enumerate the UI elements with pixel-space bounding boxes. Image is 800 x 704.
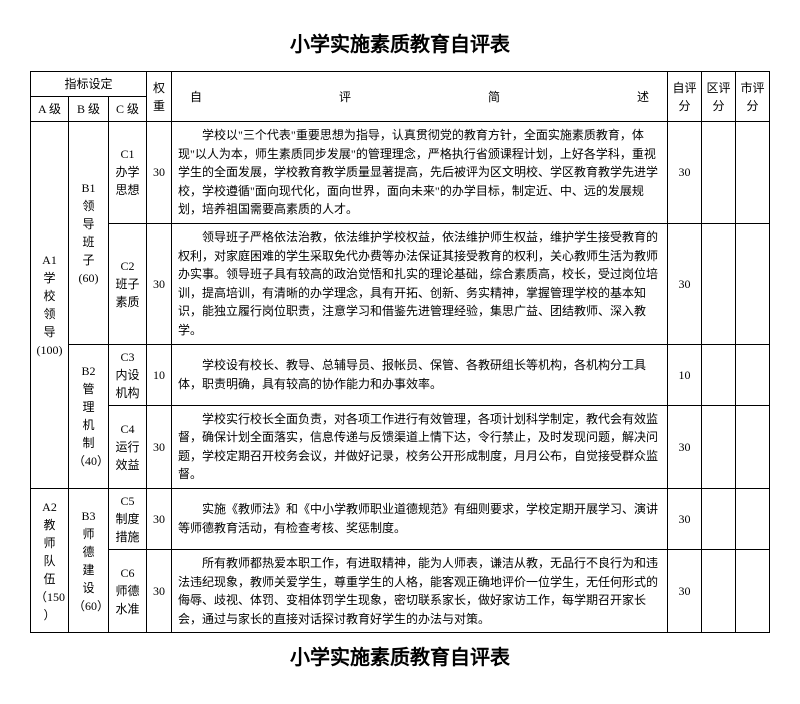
level-b-cell: B1 领 导 班 子 (60) — [69, 122, 109, 345]
level-c-cell: C6 师德 水准 — [109, 549, 147, 632]
self-score-cell: 30 — [668, 405, 702, 488]
level-c-cell: C4 运行 效益 — [109, 405, 147, 488]
header-level-b: B 级 — [69, 97, 109, 122]
city-score-cell — [736, 344, 770, 405]
city-score-cell — [736, 549, 770, 632]
table-row: C2 班子 素质30领导班子严格依法治教，依法维护学校权益，依法维护师生权益，维… — [31, 223, 770, 344]
header-indicator: 指标设定 — [31, 72, 147, 97]
page-title: 小学实施素质教育自评表 — [30, 28, 770, 57]
header-districtscore: 区评分 — [702, 72, 736, 122]
header-level-c: C 级 — [109, 97, 147, 122]
self-score-cell: 30 — [668, 488, 702, 549]
district-score-cell — [702, 223, 736, 344]
table-row: C4 运行 效益30学校实行校长全面负责，对各项工作进行有效管理，各项计划科学制… — [31, 405, 770, 488]
weight-cell: 30 — [147, 223, 172, 344]
evaluation-table: 指标设定 权重 自 评 简 述 自评分 区评分 市评分 A 级 B 级 C 级 … — [30, 71, 770, 633]
header-desc: 自 评 简 述 — [172, 72, 668, 122]
level-c-cell: C1 办学 思想 — [109, 122, 147, 224]
district-score-cell — [702, 488, 736, 549]
city-score-cell — [736, 488, 770, 549]
description-cell: 学校设有校长、教导、总辅导员、报帐员、保管、各教研组长等机构，各机构分工具体，职… — [172, 344, 668, 405]
city-score-cell — [736, 405, 770, 488]
table-row: A2 教 师 队 伍 （150 ）B3 师 德 建 设 （60）C5 制度 措施… — [31, 488, 770, 549]
level-b-cell: B3 师 德 建 设 （60） — [69, 488, 109, 632]
city-score-cell — [736, 223, 770, 344]
weight-cell: 30 — [147, 122, 172, 224]
header-level-a: A 级 — [31, 97, 69, 122]
description-cell: 领导班子严格依法治教，依法维护学校权益，依法维护师生权益，维护学生接受教育的权利… — [172, 223, 668, 344]
description-cell: 学校以"三个代表"重要思想为指导，认真贯彻党的教育方针，全面实施素质教育，体现"… — [172, 122, 668, 224]
weight-cell: 10 — [147, 344, 172, 405]
self-score-cell: 30 — [668, 549, 702, 632]
self-score-cell: 30 — [668, 223, 702, 344]
level-c-cell: C2 班子 素质 — [109, 223, 147, 344]
description-cell: 所有教师都热爱本职工作，有进取精神，能为人师表，谦洁从教，无品行不良行为和违法违… — [172, 549, 668, 632]
self-score-cell: 30 — [668, 122, 702, 224]
level-c-cell: C5 制度 措施 — [109, 488, 147, 549]
header-selfscore: 自评分 — [668, 72, 702, 122]
city-score-cell — [736, 122, 770, 224]
level-c-cell: C3 内设 机构 — [109, 344, 147, 405]
district-score-cell — [702, 549, 736, 632]
district-score-cell — [702, 405, 736, 488]
weight-cell: 30 — [147, 405, 172, 488]
weight-cell: 30 — [147, 549, 172, 632]
header-cityscore: 市评分 — [736, 72, 770, 122]
table-row: A1 学 校 领 导 (100)B1 领 导 班 子 (60)C1 办学 思想3… — [31, 122, 770, 224]
self-score-cell: 10 — [668, 344, 702, 405]
header-weight: 权重 — [147, 72, 172, 122]
level-b-cell: B2 管 理 机 制 （40） — [69, 344, 109, 488]
level-a-cell: A1 学 校 领 导 (100) — [31, 122, 69, 489]
district-score-cell — [702, 122, 736, 224]
page-title-repeat: 小学实施素质教育自评表 — [30, 641, 770, 670]
level-a-cell: A2 教 师 队 伍 （150 ） — [31, 488, 69, 632]
district-score-cell — [702, 344, 736, 405]
table-row: C6 师德 水准30所有教师都热爱本职工作，有进取精神，能为人师表，谦洁从教，无… — [31, 549, 770, 632]
description-cell: 实施《教师法》和《中小学教师职业道德规范》有细则要求，学校定期开展学习、演讲等师… — [172, 488, 668, 549]
description-cell: 学校实行校长全面负责，对各项工作进行有效管理，各项计划科学制定，教代会有效监督，… — [172, 405, 668, 488]
weight-cell: 30 — [147, 488, 172, 549]
table-row: B2 管 理 机 制 （40）C3 内设 机构10学校设有校长、教导、总辅导员、… — [31, 344, 770, 405]
